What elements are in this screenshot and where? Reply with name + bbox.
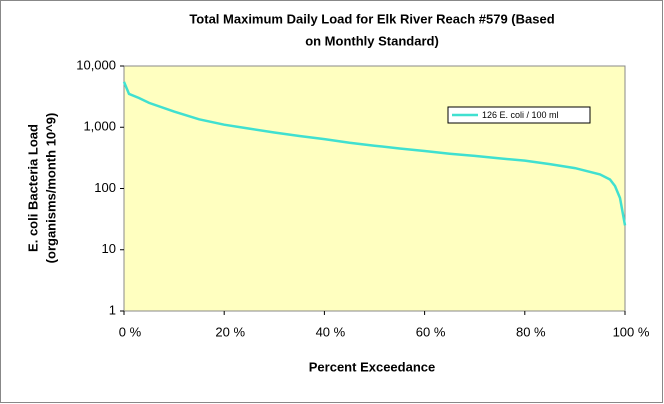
x-axis-label: Percent Exceedance: [309, 359, 435, 374]
x-tick-label: 80 %: [516, 324, 546, 339]
y-tick-label: 10: [102, 241, 116, 256]
y-tick-label: 10,000: [76, 57, 116, 72]
x-tick-label: 40 %: [316, 324, 346, 339]
legend-box: [447, 106, 591, 124]
legend-label: 126 E. coli / 100 ml: [482, 110, 559, 120]
x-tick-label: 60 %: [416, 324, 446, 339]
chart-title: Total Maximum Daily Load for Elk River R…: [189, 11, 554, 26]
series-line: [122, 81, 627, 226]
plot-area: [123, 65, 626, 312]
y-tick-label: 1,000: [83, 119, 116, 134]
x-tick-label: 20 %: [215, 324, 245, 339]
x-tick-label: 0 %: [119, 324, 142, 339]
y-tick-label: 1: [109, 302, 116, 317]
y-axis-label: E. coli Bacteria Load: [25, 124, 40, 252]
y-axis-label: (organisms/month 10^9): [43, 113, 58, 264]
y-tick-label: 100: [94, 180, 116, 195]
x-tick-label: 100 %: [613, 324, 650, 339]
chart-title: on Monthly Standard): [305, 33, 439, 48]
